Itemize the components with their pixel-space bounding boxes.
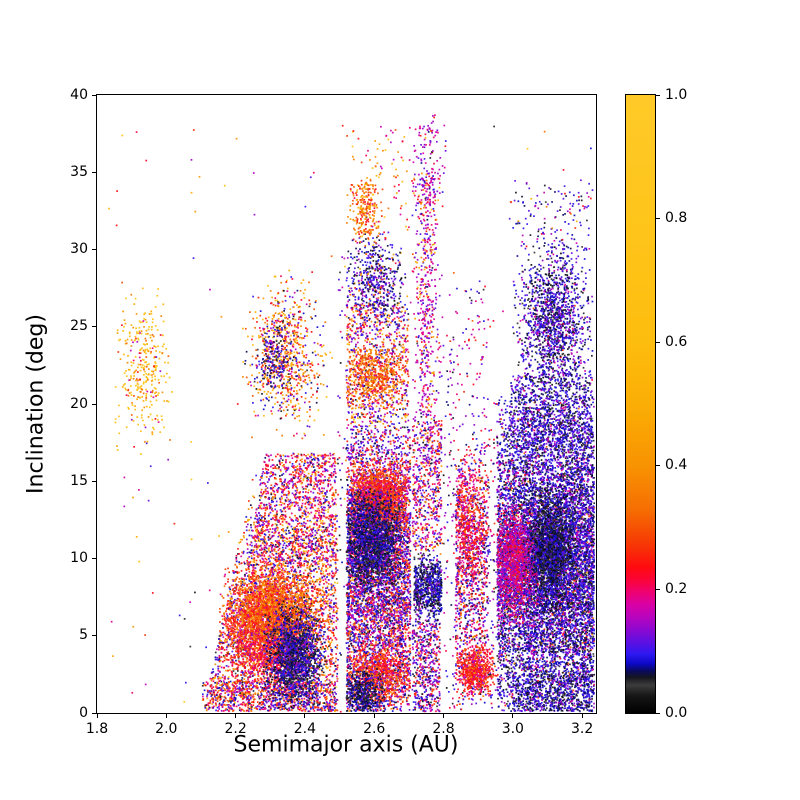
x-tick <box>512 714 514 718</box>
y-tick-label: 20 <box>70 395 88 412</box>
colorbar-tick <box>656 94 660 96</box>
colorbar <box>625 94 656 714</box>
colorbar-tick <box>656 341 660 343</box>
x-tick-label: 3.0 <box>501 721 524 737</box>
y-tick <box>92 403 96 405</box>
x-tick-label: 1.8 <box>85 721 109 737</box>
colorbar-tick-label: 0.4 <box>665 457 688 474</box>
x-tick-label: 2.4 <box>293 721 317 737</box>
y-tick-label: 40 <box>70 86 88 103</box>
y-tick <box>92 558 96 559</box>
x-tick <box>443 714 445 718</box>
colorbar-tick <box>656 588 660 590</box>
y-tick-label: 10 <box>70 550 88 566</box>
x-tick <box>304 714 306 718</box>
y-tick <box>92 326 96 328</box>
y-tick <box>92 712 96 714</box>
colorbar-tick-label: 0.0 <box>665 704 688 721</box>
x-tick <box>581 714 583 718</box>
y-tick <box>92 171 96 173</box>
y-tick-label: 15 <box>70 472 88 489</box>
x-tick <box>235 714 237 718</box>
colorbar-tick <box>656 465 660 467</box>
colorbar-tick-label: 1.0 <box>665 86 688 103</box>
y-tick <box>92 635 96 637</box>
colorbar-tick <box>656 712 660 714</box>
x-tick-label: 2.8 <box>432 721 455 737</box>
x-tick-label: 2.6 <box>363 721 386 737</box>
colorbar-tick-label: 0.8 <box>665 210 688 227</box>
x-tick-label: 2.0 <box>155 721 178 737</box>
y-tick-label: 5 <box>79 627 88 644</box>
x-axis-label: Semimajor axis (AU) <box>233 732 459 758</box>
y-tick <box>92 480 96 482</box>
y-tick-label: 25 <box>70 318 88 335</box>
y-tick-label: 30 <box>70 241 88 257</box>
colorbar-tick-label: 0.6 <box>665 333 688 350</box>
y-axis-label: Inclination (deg) <box>23 314 49 494</box>
colorbar-tick-label: 0.2 <box>665 580 688 597</box>
scatter-canvas <box>97 95 596 713</box>
y-tick-label: 0 <box>79 704 88 721</box>
colorbar-tick <box>656 218 660 220</box>
y-tick-label: 35 <box>70 163 88 180</box>
x-tick <box>373 714 375 718</box>
x-tick-label: 2.2 <box>224 721 247 737</box>
x-tick <box>96 714 98 718</box>
x-tick <box>165 714 167 718</box>
y-tick <box>92 94 96 96</box>
x-tick-label: 3.2 <box>570 721 594 737</box>
y-tick <box>92 249 96 250</box>
plot-area <box>96 94 597 714</box>
